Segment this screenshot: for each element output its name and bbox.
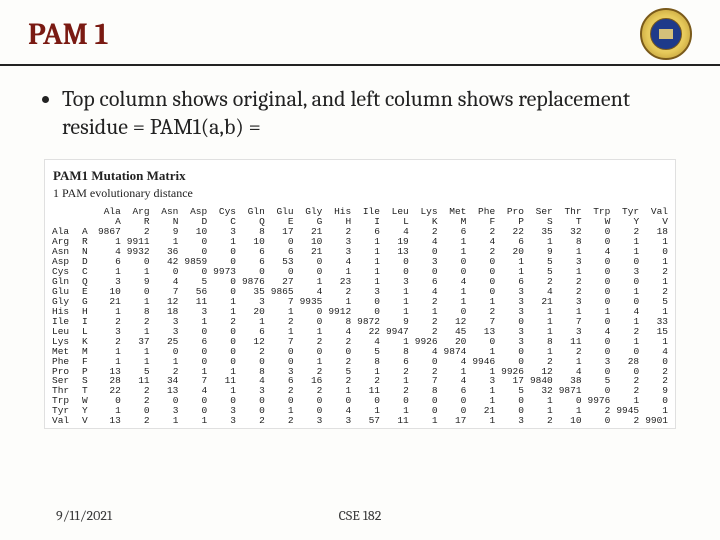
matrix-cell: 1 xyxy=(151,357,180,367)
slide-title: PAM 1 xyxy=(28,17,108,52)
matrix-cell: 1 xyxy=(467,416,496,426)
matrix-cell: 0 xyxy=(208,357,237,367)
matrix-cell: 0 xyxy=(237,357,266,367)
table-row: PheF111000012860499460213280 xyxy=(51,357,669,367)
row-label-long: Phe xyxy=(51,357,81,367)
matrix-cell: 3 xyxy=(323,416,352,426)
matrix-cell: 13 xyxy=(93,416,122,426)
matrix-cell: 9901 xyxy=(640,416,669,426)
matrix-cell: 3 xyxy=(295,416,324,426)
matrix-cell: 0 xyxy=(640,357,669,367)
matrix-cell: 2 xyxy=(266,416,295,426)
matrix-cell: 1 xyxy=(93,357,122,367)
matrix-cell: 11 xyxy=(381,416,410,426)
matrix-cell: 1 xyxy=(151,416,180,426)
row-label-short: F xyxy=(81,357,93,367)
matrix-cell: 0 xyxy=(179,357,208,367)
ucsd-seal-icon xyxy=(640,8,692,60)
footer-course: CSE 182 xyxy=(339,507,382,524)
pam-matrix-table: AlaArgAsnAspCysGlnGluGlyHisIleLeuLysMetP… xyxy=(51,207,669,426)
matrix-cell: 1 xyxy=(410,416,439,426)
matrix-cell: 4 xyxy=(439,357,468,367)
matrix-block: PAM1 Mutation Matrix 1 PAM evolutionary … xyxy=(44,159,676,429)
row-label-short: V xyxy=(81,416,93,426)
matrix-cell: 57 xyxy=(352,416,381,426)
table-row: ValV1321132233571111713210029901 xyxy=(51,416,669,426)
matrix-cell: 2 xyxy=(237,416,266,426)
bullet-list: Top column shows original, and left colu… xyxy=(44,86,684,141)
matrix-cell: 28 xyxy=(611,357,640,367)
title-row: PAM 1 xyxy=(0,0,720,66)
matrix-cell: 1 xyxy=(295,357,324,367)
slide-body: Top column shows original, and left colu… xyxy=(0,66,720,429)
matrix-cell: 0 xyxy=(496,357,525,367)
matrix-cell: 2 xyxy=(525,416,554,426)
matrix-cell: 1 xyxy=(179,416,208,426)
bullet-item: Top column shows original, and left colu… xyxy=(62,86,684,141)
matrix-cell: 3 xyxy=(496,416,525,426)
matrix-title: PAM1 Mutation Matrix xyxy=(53,168,669,184)
matrix-cell: 1 xyxy=(554,357,583,367)
matrix-cell: 2 xyxy=(525,357,554,367)
matrix-cell: 17 xyxy=(439,416,468,426)
matrix-cell: 10 xyxy=(554,416,583,426)
matrix-cell: 1 xyxy=(122,357,151,367)
footer: 9/11/2021 CSE 182 xyxy=(0,507,720,524)
matrix-cell: 9946 xyxy=(467,357,496,367)
matrix-cell: 8 xyxy=(352,357,381,367)
matrix-cell: 3 xyxy=(583,357,612,367)
matrix-cell: 0 xyxy=(583,416,612,426)
footer-date: 9/11/2021 xyxy=(56,507,112,524)
slide: PAM 1 Top column shows original, and lef… xyxy=(0,0,720,540)
matrix-cell: 2 xyxy=(323,357,352,367)
row-label-long: Val xyxy=(51,416,81,426)
matrix-cell: 3 xyxy=(208,416,237,426)
matrix-cell: 2 xyxy=(122,416,151,426)
matrix-subtitle: 1 PAM evolutionary distance xyxy=(53,186,669,201)
matrix-cell: 0 xyxy=(266,357,295,367)
matrix-cell: 6 xyxy=(381,357,410,367)
matrix-cell: 2 xyxy=(611,416,640,426)
matrix-cell: 0 xyxy=(410,357,439,367)
